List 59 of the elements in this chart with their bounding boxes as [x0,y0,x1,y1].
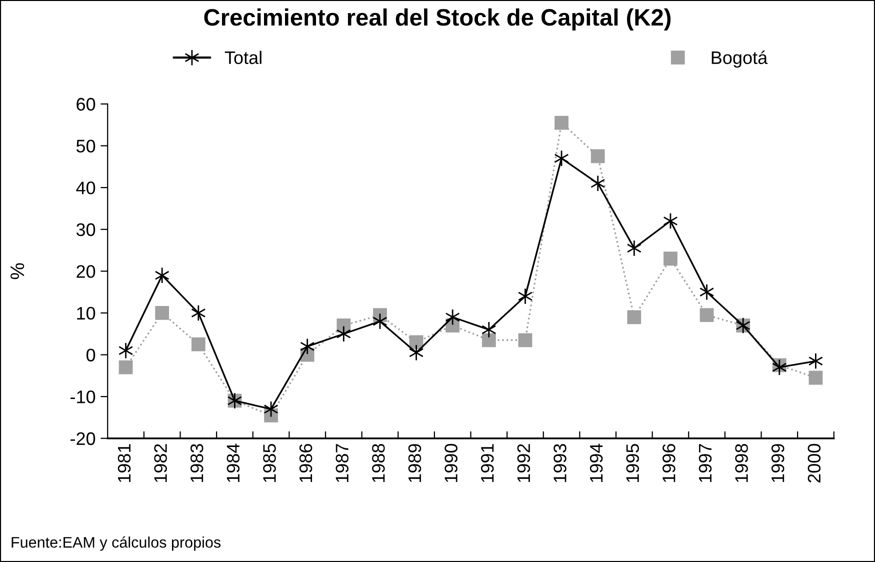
point [155,306,170,320]
y-tick-label: 10 [77,306,96,320]
point [300,338,315,355]
point [482,333,496,348]
x-tick-label: 1990 [444,444,458,482]
point [518,288,533,305]
point [154,267,170,284]
x-tick-label: 1992 [517,444,530,482]
point [700,308,714,322]
y-tick-label: 20 [76,265,96,278]
point [118,342,134,359]
x-tick-label: 2000 [808,444,821,482]
x-tick-label: 1989 [408,444,422,482]
y-tick-label: -20 [70,432,96,446]
legend-label: Total [224,50,262,64]
x-tick-label: 1999 [771,444,784,482]
point [699,284,714,300]
point [445,308,460,326]
point [627,310,642,324]
chart-title: Crecimiento real del Stock de Capital (K2) [204,8,671,30]
point [554,116,568,130]
x-tick-label: 1998 [735,444,748,482]
legend-label: Bogotá [712,50,768,68]
x-tick-label: 1981 [118,444,131,482]
x-tick-label: 1991 [480,444,494,482]
point [808,352,824,370]
x-tick-label: 1982 [154,444,167,482]
source-note: Fuente:EAM y cálculos propios [12,536,221,551]
y-tick-label: 30 [76,223,96,236]
y-tick-label: 0 [86,348,96,362]
point [518,333,532,348]
y-tick-label: 40 [76,182,96,194]
point [336,326,351,342]
point [664,252,678,266]
point [408,344,424,362]
y-axis-title: % [10,263,24,280]
point [482,321,496,338]
x-tick-label: 1985 [263,444,276,482]
point [626,240,642,257]
x-tick-label: 1993 [554,444,566,482]
point [118,360,133,374]
x-tick-label: 1988 [372,444,385,482]
x-tick-label: 1997 [698,444,712,482]
x-tick-label: 1986 [299,444,312,482]
x-tick-label: 1983 [190,444,204,482]
x-tick-label: 1984 [226,444,240,482]
point [590,149,605,164]
point [191,337,206,352]
x-tick-label: 1996 [662,444,676,482]
point [590,175,606,192]
x-tick-label: 1995 [626,444,640,482]
x-tick-label: 1987 [336,444,349,482]
point [772,358,787,376]
point [191,304,206,322]
x-tick-label: 1994 [590,444,603,482]
y-tick-label: 60 [76,98,96,111]
point [808,370,823,385]
y-tick-label: 50 [76,140,96,152]
y-tick-label: -10 [70,390,96,404]
